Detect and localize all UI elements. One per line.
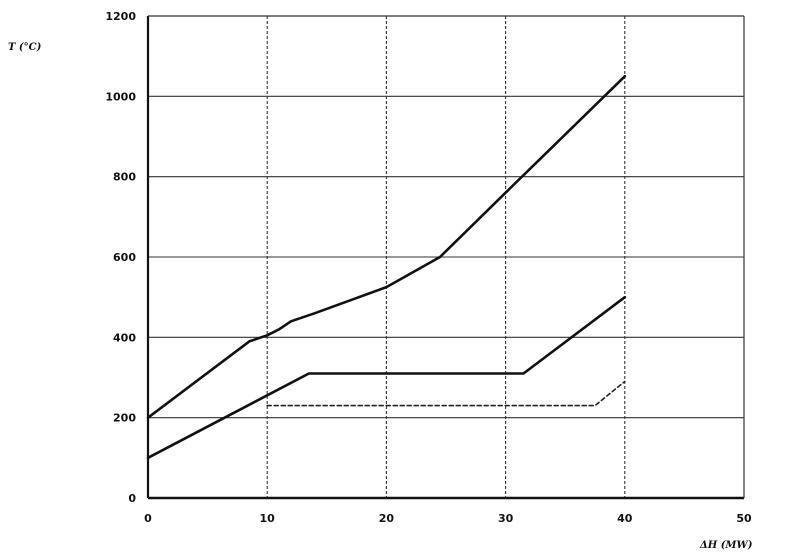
- x-tick-label: 20: [379, 512, 395, 525]
- y-tick-label: 200: [113, 412, 136, 425]
- x-tick-label: 50: [736, 512, 752, 525]
- y-tick-labels: 0 200 400 600 800 1000 1200: [105, 10, 136, 505]
- grid-lines: [148, 16, 744, 498]
- y-tick-label: 600: [113, 251, 136, 264]
- y-tick-label: 800: [113, 171, 136, 184]
- y-tick-label: 1200: [105, 10, 136, 23]
- x-tick-labels: 0 10 20 30 40 50: [144, 512, 752, 525]
- y-tick-label: 1000: [105, 90, 136, 103]
- x-tick-label: 0: [144, 512, 152, 525]
- y-tick-label: 400: [113, 331, 136, 344]
- x-tick-label: 30: [498, 512, 514, 525]
- series-line-1: [146, 75, 627, 419]
- x-axis-label: ΔH (MW): [699, 540, 753, 551]
- data-series: [146, 75, 627, 460]
- series-line-3: [266, 380, 626, 407]
- y-tick-label: 0: [128, 492, 136, 505]
- x-tick-label: 10: [260, 512, 276, 525]
- x-tick-label: 40: [617, 512, 633, 525]
- series-line-2: [146, 295, 627, 460]
- y-axis-label: T (°C): [8, 42, 42, 53]
